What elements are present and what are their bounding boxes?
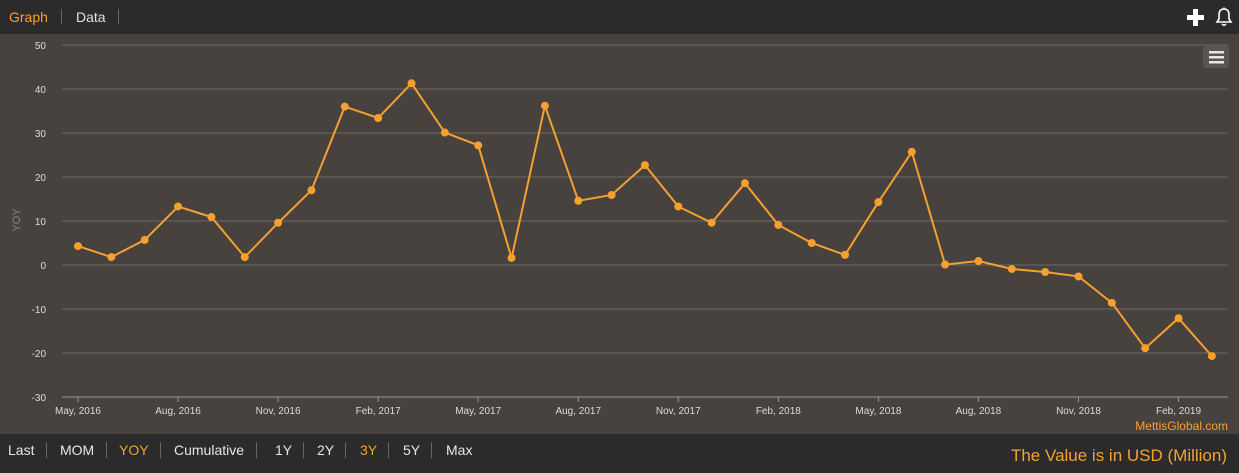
x-tick-label: Feb, 2017 xyxy=(356,406,401,417)
tab-separator xyxy=(61,9,62,24)
unit-note: The Value is in USD (Million) xyxy=(1010,446,1227,465)
data-point[interactable] xyxy=(874,198,883,207)
grid-lines xyxy=(62,44,1228,398)
range-separator xyxy=(46,442,47,458)
tab-graph[interactable]: Graph xyxy=(9,9,48,25)
range-5y-button[interactable]: 5Y xyxy=(403,442,421,458)
range-separator xyxy=(106,442,107,458)
y-tick-label: 30 xyxy=(35,129,47,140)
x-tick-label: Nov, 2016 xyxy=(256,406,301,417)
series-yoy xyxy=(74,79,1216,361)
y-tick-label: -10 xyxy=(32,305,47,316)
data-point[interactable] xyxy=(174,202,183,211)
tab-data[interactable]: Data xyxy=(76,9,106,25)
data-point[interactable] xyxy=(407,79,416,88)
data-point[interactable] xyxy=(507,253,516,262)
data-point[interactable] xyxy=(674,202,683,211)
range-2y-button[interactable]: 2Y xyxy=(317,442,335,458)
series-line xyxy=(77,81,1213,357)
y-tick-label: 0 xyxy=(40,261,46,272)
range-separator xyxy=(303,442,304,458)
data-point[interactable] xyxy=(307,186,316,195)
y-tick-label: -30 xyxy=(32,393,47,404)
data-point[interactable] xyxy=(841,250,850,259)
range-separator xyxy=(388,442,389,458)
y-tick-label: 40 xyxy=(35,85,47,96)
top-bar: Graph Data xyxy=(0,0,1239,34)
y-tick-label: -20 xyxy=(32,349,47,360)
data-point[interactable] xyxy=(941,260,950,269)
range-max-button[interactable]: Max xyxy=(446,442,473,458)
hamburger-menu-icon[interactable] xyxy=(1203,46,1229,68)
x-tick-label: Aug, 2016 xyxy=(155,406,201,417)
data-point[interactable] xyxy=(107,253,116,262)
x-tick-label: Aug, 2017 xyxy=(555,406,601,417)
plus-icon[interactable] xyxy=(1187,9,1204,26)
x-tick-label: Nov, 2017 xyxy=(656,406,701,417)
data-point[interactable] xyxy=(574,196,583,205)
data-point[interactable] xyxy=(1174,314,1183,323)
data-point[interactable] xyxy=(1207,352,1216,361)
data-point[interactable] xyxy=(1141,344,1150,353)
data-point[interactable] xyxy=(607,191,616,200)
chart-area: -30 -20 -10 0 10 20 30 40 50 May, 2016 Aug, 2016 N… xyxy=(0,34,1239,434)
data-point[interactable] xyxy=(907,147,916,156)
range-separator xyxy=(431,442,432,458)
x-axis-ticks: May, 2016 Aug, 2016 Nov, 2016 Feb, 2017 May,… xyxy=(55,397,1201,417)
data-point[interactable] xyxy=(807,239,816,247)
data-point[interactable] xyxy=(707,218,716,227)
range-separator xyxy=(256,442,257,458)
data-point[interactable] xyxy=(540,101,549,110)
data-point[interactable] xyxy=(974,257,983,266)
data-point[interactable] xyxy=(1041,268,1050,277)
data-point[interactable] xyxy=(1074,272,1083,281)
range-yoy-button[interactable]: YOY xyxy=(119,442,149,458)
data-point[interactable] xyxy=(240,253,249,262)
y-axis-label: YOY xyxy=(11,208,23,232)
data-point[interactable] xyxy=(140,235,149,244)
range-cumulative-button[interactable]: Cumulative xyxy=(174,442,245,458)
data-point[interactable] xyxy=(774,220,783,229)
bell-icon[interactable] xyxy=(1215,7,1233,27)
x-tick-label: Feb, 2018 xyxy=(756,406,801,417)
data-point[interactable] xyxy=(340,102,349,111)
range-last-button[interactable]: Last xyxy=(8,442,35,458)
data-point[interactable] xyxy=(374,114,383,123)
credit-text[interactable]: MettisGlobal.com xyxy=(1135,419,1228,433)
data-point[interactable] xyxy=(440,128,449,137)
range-3y-button[interactable]: 3Y xyxy=(360,442,378,458)
data-point[interactable] xyxy=(1007,264,1016,273)
range-mom-button[interactable]: MOM xyxy=(60,442,95,458)
bottom-bar: Last MOM YOY Cumulative 1Y 2Y 3Y 5Y Max … xyxy=(0,434,1239,473)
x-tick-label: Nov, 2018 xyxy=(1056,406,1101,417)
data-point[interactable] xyxy=(640,161,649,170)
data-point[interactable] xyxy=(474,141,483,150)
data-point[interactable] xyxy=(74,242,82,251)
x-tick-label: Feb, 2019 xyxy=(1156,406,1201,417)
data-point[interactable] xyxy=(207,213,216,222)
y-tick-label: 20 xyxy=(35,173,47,184)
y-axis-ticks: -30 -20 -10 0 10 20 30 40 50 xyxy=(32,41,47,404)
range-1y-button[interactable]: 1Y xyxy=(275,442,293,458)
x-tick-label: May, 2016 xyxy=(55,406,101,417)
x-tick-label: May, 2017 xyxy=(455,406,501,417)
data-point[interactable] xyxy=(1107,298,1116,307)
x-tick-label: May, 2018 xyxy=(855,406,901,417)
y-tick-label: 50 xyxy=(35,41,47,52)
range-separator xyxy=(345,442,346,458)
range-separator xyxy=(160,442,161,458)
data-point[interactable] xyxy=(274,218,283,227)
data-point[interactable] xyxy=(741,179,749,188)
y-tick-label: 10 xyxy=(35,217,47,228)
tab-separator xyxy=(118,9,119,24)
yoy-line-chart: -30 -20 -10 0 10 20 30 40 50 May, 2016 Aug, 2016 N… xyxy=(11,41,1229,433)
x-tick-label: Aug, 2018 xyxy=(956,406,1002,417)
